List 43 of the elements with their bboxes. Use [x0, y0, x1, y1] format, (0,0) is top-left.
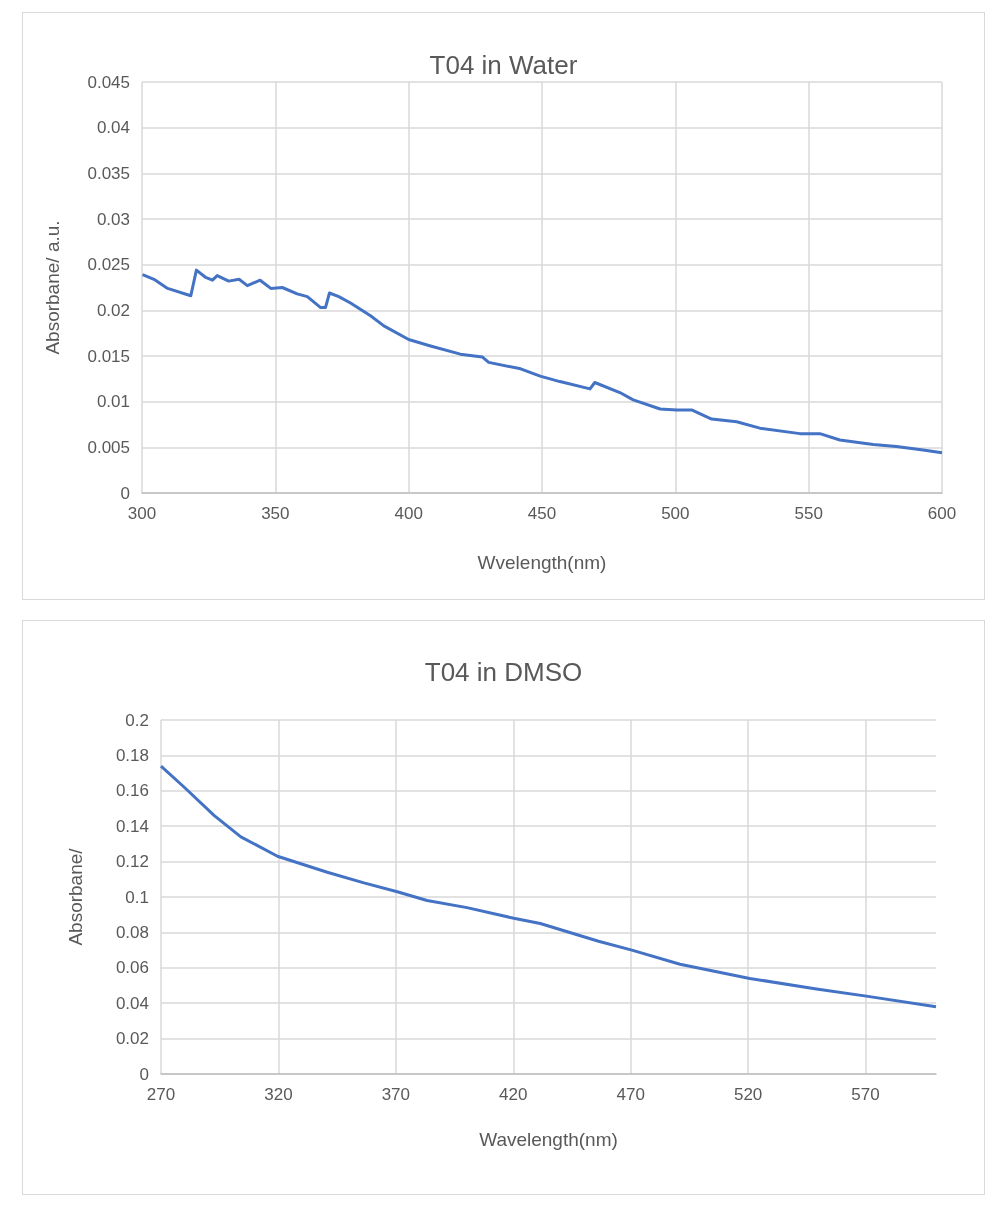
x-tick-label: 320	[264, 1085, 293, 1104]
x-tick-label: 570	[851, 1085, 880, 1104]
y-tick-label: 0.02	[96, 300, 130, 320]
line-series	[141, 268, 944, 455]
y-tick-label: 0.1	[125, 887, 149, 907]
y-tick-label: 0.01	[96, 392, 130, 412]
x-tick-label: 550	[794, 504, 823, 523]
x-tick-label: 400	[394, 504, 423, 523]
chart-title: T04 in Water	[429, 50, 578, 80]
x-tick-label: 600	[927, 504, 957, 523]
y-tick-label: 0.04	[115, 993, 149, 1013]
y-tick-label: 0.18	[115, 745, 149, 765]
y-axis-title: Absorbane/	[65, 847, 86, 946]
x-tick-label: 520	[733, 1085, 763, 1104]
chart-title: T04 in DMSO	[424, 657, 583, 687]
x-tick-label: 270	[146, 1085, 176, 1104]
x-tick-label: 470	[616, 1085, 645, 1104]
y-tick-label: 0.03	[96, 209, 130, 229]
y-tick-label: 0.14	[115, 816, 149, 836]
y-tick-label: 0.08	[115, 922, 149, 942]
y-tick-label: 0.005	[87, 437, 130, 457]
y-tick-label: 0.06	[115, 958, 149, 978]
y-tick-label: 0.12	[115, 852, 149, 872]
x-tick-label: 500	[661, 504, 690, 523]
y-tick-label: 0.2	[125, 710, 149, 730]
y-tick-label: 0.035	[87, 163, 130, 183]
y-axis-title: Absorbane/ a.u.	[42, 220, 63, 355]
y-tick-label: 0.02	[115, 1029, 149, 1049]
y-tick-label: 0	[120, 483, 130, 503]
y-tick-label: 0.16	[115, 781, 149, 801]
line-series	[159, 764, 938, 1009]
x-tick-label: 300	[127, 504, 157, 523]
x-axis-title: Wavelength(nm)	[479, 1129, 618, 1150]
x-tick-label: 370	[381, 1085, 411, 1104]
y-tick-label: 0.04	[96, 118, 130, 138]
x-axis-title: Wvelength(nm)	[477, 552, 607, 573]
y-tick-label: 0	[139, 1064, 149, 1084]
y-tick-label: 0.045	[87, 72, 130, 92]
x-tick-label: 350	[261, 504, 290, 523]
y-tick-label: 0.025	[87, 255, 130, 275]
x-tick-label: 420	[499, 1085, 528, 1104]
x-tick-label: 450	[527, 504, 557, 523]
y-tick-label: 0.015	[87, 346, 130, 366]
